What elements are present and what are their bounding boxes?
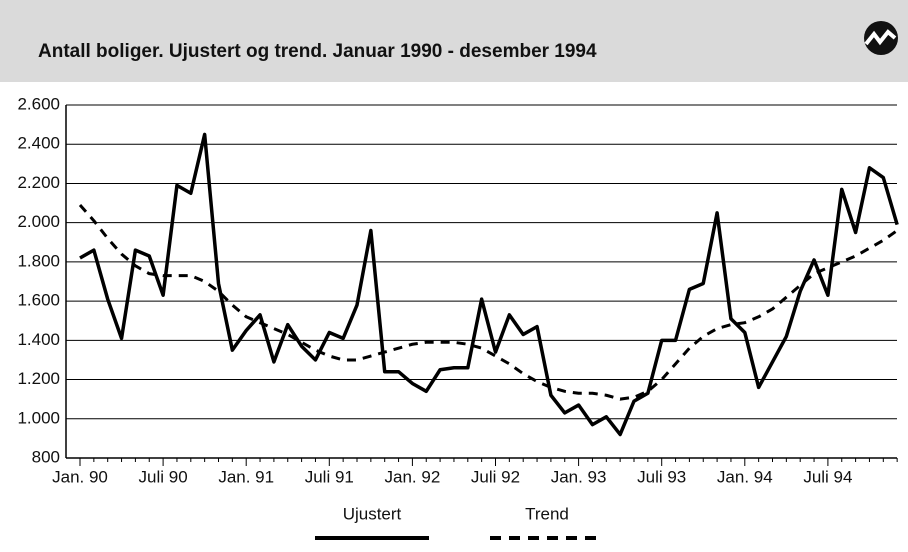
y-tick-label: 1.000 <box>17 408 60 427</box>
x-tick-label: Jan. 93 <box>551 467 607 486</box>
x-tick-label: Juli 94 <box>803 467 852 486</box>
legend-label: Trend <box>525 504 569 523</box>
logo <box>864 21 898 55</box>
x-tick-label: Jan. 90 <box>52 467 108 486</box>
y-tick-label: 800 <box>32 447 60 466</box>
y-tick-label: 1.800 <box>17 251 60 270</box>
y-tick-label: 2.000 <box>17 212 60 231</box>
chart-title: Antall boliger. Ujustert og trend. Janua… <box>38 41 597 62</box>
y-tick-label: 2.400 <box>17 134 60 153</box>
x-tick-label: Juli 91 <box>305 467 354 486</box>
y-tick-label: 2.200 <box>17 173 60 192</box>
data-line <box>78 204 899 401</box>
y-tick-label: 1.400 <box>17 330 60 349</box>
title-band <box>0 0 908 82</box>
legend-label: Ujustert <box>343 504 402 523</box>
data-line <box>79 132 899 437</box>
x-tick-label: Jan. 91 <box>218 467 274 486</box>
x-tick-label: Jan. 92 <box>385 467 441 486</box>
y-tick-label: 1.600 <box>17 291 60 310</box>
x-tick-label: Juli 93 <box>637 467 686 486</box>
y-tick-label: 2.600 <box>17 94 60 113</box>
x-tick-label: Juli 90 <box>139 467 188 486</box>
y-tick-label: 1.200 <box>17 369 60 388</box>
x-tick-label: Jan. 94 <box>717 467 773 486</box>
x-tick-label: Juli 92 <box>471 467 520 486</box>
